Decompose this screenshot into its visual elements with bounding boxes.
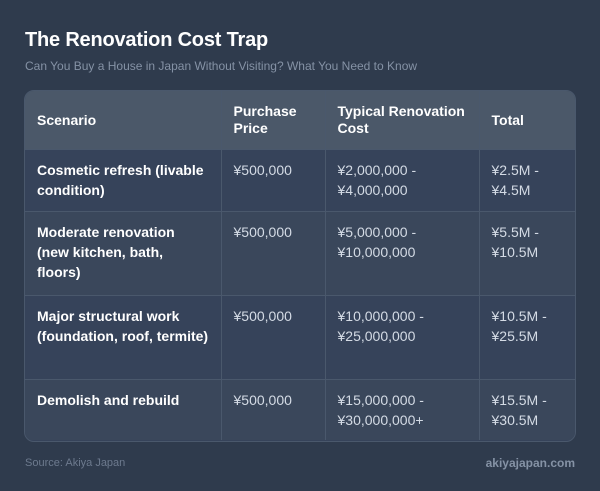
scenario-cell: Moderate renovation (new kitchen, bath, … <box>37 224 175 280</box>
site-link[interactable]: akiyajapan.com <box>485 456 575 470</box>
column-header-renovation-cost: Typical Renovation Cost <box>324 91 479 150</box>
cost-table-container: Scenario Purchase Price Typical Renovati… <box>24 90 576 442</box>
table-row: Demolish and rebuild ¥500,000 ¥15,000,00… <box>25 379 575 440</box>
table-row: Cosmetic refresh (livable condition) ¥50… <box>25 149 575 212</box>
column-header-total: Total <box>478 91 575 150</box>
source-credit: Source: Akiya Japan <box>25 457 126 469</box>
page-subtitle: Can You Buy a House in Japan Without Vis… <box>25 59 418 73</box>
renovation-cost-cell: ¥2,000,000 - ¥4,000,000 <box>324 149 479 212</box>
cost-table: Scenario Purchase Price Typical Renovati… <box>25 91 575 440</box>
purchase-price-cell: ¥500,000 <box>220 379 325 440</box>
table-row: Moderate renovation (new kitchen, bath, … <box>25 211 575 296</box>
page-title: The Renovation Cost Trap <box>25 29 269 51</box>
scenario-cell: Cosmetic refresh (livable condition) <box>37 162 204 198</box>
purchase-price-cell: ¥500,000 <box>220 211 325 296</box>
total-cell: ¥15.5M - ¥30.5M <box>478 379 575 440</box>
column-header-purchase-price: Purchase Price <box>220 91 325 150</box>
total-cell: ¥10.5M - ¥25.5M <box>478 295 575 380</box>
scenario-cell: Major structural work (foundation, roof,… <box>37 308 209 344</box>
scenario-cell: Demolish and rebuild <box>37 392 180 408</box>
total-cell: ¥5.5M - ¥10.5M <box>478 211 575 296</box>
column-header-scenario: Scenario <box>37 111 97 128</box>
renovation-cost-cell: ¥15,000,000 - ¥30,000,000+ <box>324 379 479 440</box>
renovation-cost-cell: ¥5,000,000 - ¥10,000,000 <box>324 211 479 296</box>
renovation-cost-cell: ¥10,000,000 - ¥25,000,000 <box>324 295 479 380</box>
table-header-row: Scenario Purchase Price Typical Renovati… <box>25 91 575 150</box>
purchase-price-cell: ¥500,000 <box>220 295 325 380</box>
purchase-price-cell: ¥500,000 <box>220 149 325 212</box>
table-row: Major structural work (foundation, roof,… <box>25 295 575 380</box>
total-cell: ¥2.5M - ¥4.5M <box>478 149 575 212</box>
